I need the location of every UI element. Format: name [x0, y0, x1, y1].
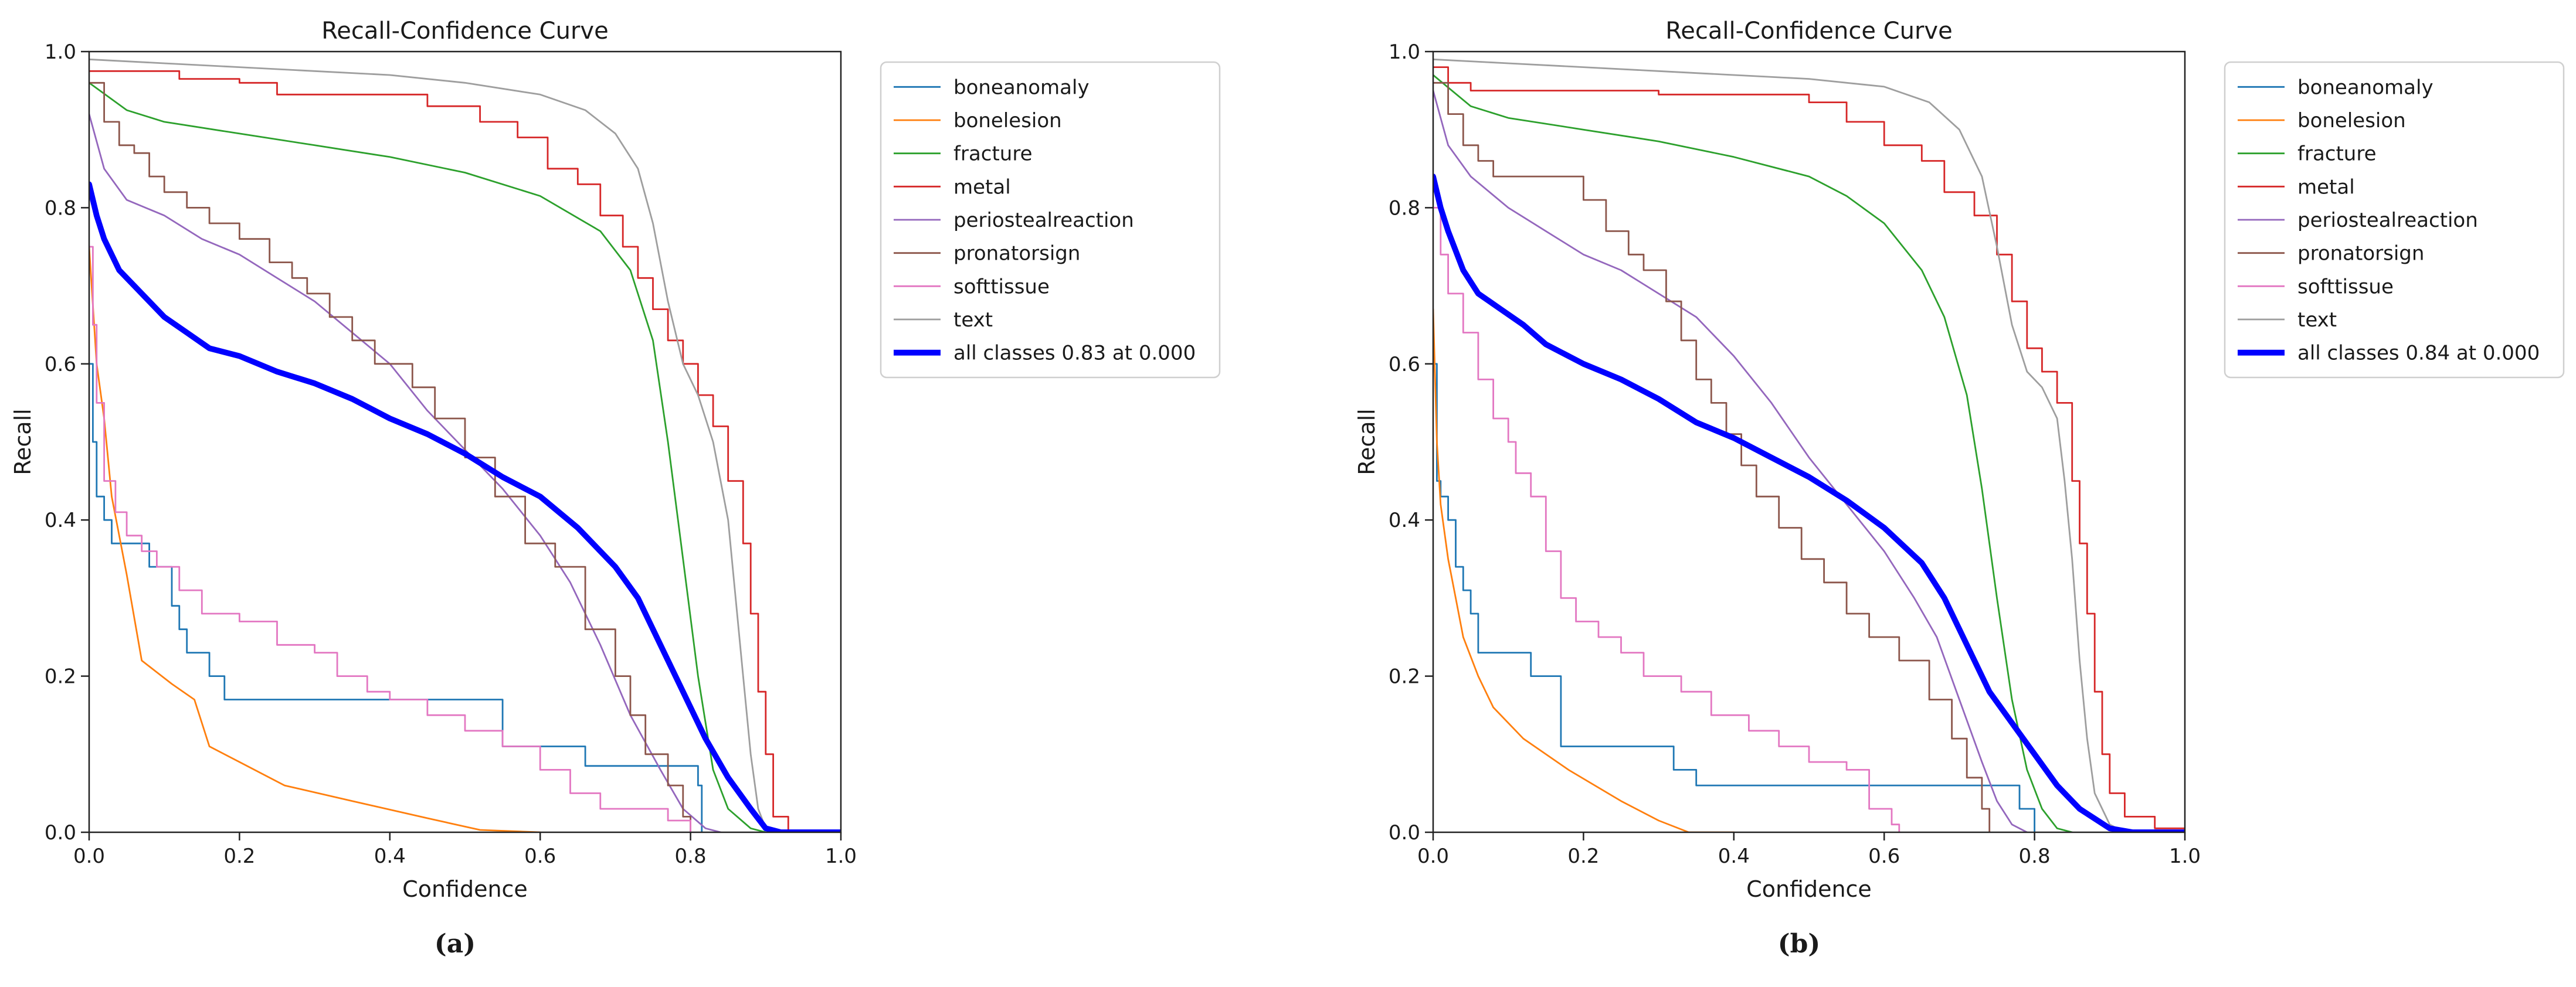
- y-tick-label: 0.2: [1389, 665, 1420, 689]
- series-group: [1433, 58, 2185, 832]
- series-line-pronatorsign: [1433, 81, 1991, 832]
- legend-entry: metal: [953, 175, 1011, 199]
- series-line-all-classes-0-83-at-0-000: [89, 181, 841, 832]
- series-group: [89, 58, 841, 832]
- chart-title: Recall-Confidence Curve: [1665, 18, 1952, 45]
- legend-entry: bonelesion: [953, 109, 1062, 132]
- legend-box: [2224, 61, 2565, 379]
- y-tick-label: 0.4: [45, 509, 76, 532]
- x-tick-label: 0.4: [374, 845, 406, 868]
- legend-entry: text: [953, 308, 993, 332]
- series-line-periostealreaction: [89, 113, 722, 832]
- legend-entry: softtissue: [2297, 275, 2394, 298]
- plot-frame: [88, 50, 842, 833]
- panel-b: Recall-Confidence Curve 0.0 0.2 0.4 0.6 0.8 1.…: [1354, 18, 2565, 959]
- y-tick-label: 0.6: [45, 353, 76, 376]
- legend-entry: text: [2297, 308, 2337, 332]
- legend-entry: all classes 0.84 at 0.000: [2297, 342, 2540, 365]
- x-tick-label: 0.4: [1718, 845, 1750, 868]
- panel-label: (a): [435, 929, 476, 959]
- series-line-periostealreaction: [1433, 90, 2028, 832]
- series-line-pronatorsign: [89, 81, 691, 832]
- legend-entry: softtissue: [953, 275, 1050, 298]
- series-line-boneanomaly: [89, 363, 703, 832]
- legend: boneanomaly bonelesion fracture metal perios…: [2224, 61, 2565, 379]
- x-tick-label: 0.6: [1868, 845, 1900, 868]
- x-tick-label: 1.0: [825, 845, 857, 868]
- y-tick-label: 0.8: [1389, 196, 1420, 220]
- panel-label: (b): [1778, 929, 1820, 959]
- legend-entry: boneanomaly: [953, 76, 1090, 99]
- x-axis-label: Confidence: [402, 876, 528, 902]
- plot-frame: [1432, 50, 2186, 833]
- legend-entry: fracture: [2297, 142, 2377, 166]
- legend-box: [880, 61, 1221, 379]
- series-line-text: [1433, 58, 2126, 832]
- series-line-softtissue: [89, 246, 691, 832]
- x-tick-label: 0.0: [1417, 845, 1449, 868]
- x-tick-label: 0.2: [1567, 845, 1599, 868]
- y-axis-label: Recall: [1354, 409, 1380, 475]
- series-line-fracture: [1433, 74, 2073, 832]
- y-axis-label: Recall: [10, 409, 36, 475]
- x-tick-label: 0.0: [73, 845, 105, 868]
- legend-entry: boneanomaly: [2297, 76, 2434, 99]
- y-tick-label: 0.6: [1389, 353, 1420, 376]
- x-tick-label: 0.2: [223, 845, 255, 868]
- x-tick-label: 1.0: [2169, 845, 2201, 868]
- chart-title: Recall-Confidence Curve: [321, 18, 608, 45]
- series-line-softtissue: [1433, 207, 1900, 832]
- series-line-boneanomaly: [1433, 363, 2035, 832]
- y-tick-label: 1.0: [1389, 40, 1420, 64]
- x-axis-label: Confidence: [1746, 876, 1872, 902]
- x-tick-label: 0.8: [2019, 845, 2051, 868]
- y-tick-label: 0.4: [1389, 509, 1420, 532]
- legend: boneanomaly bonelesion fracture metal perios…: [880, 61, 1221, 379]
- series-line-bonelesion: [89, 246, 541, 832]
- series-line-metal: [89, 70, 789, 832]
- legend-entry: bonelesion: [2297, 109, 2406, 132]
- y-tick-label: 0.8: [45, 196, 76, 220]
- legend-entry: pronatorsign: [2297, 242, 2424, 266]
- series-line-text: [89, 58, 782, 832]
- legend-entry: metal: [2297, 175, 2355, 199]
- legend-entry: pronatorsign: [953, 242, 1080, 266]
- series-line-metal: [1433, 66, 2185, 832]
- legend-entry: periostealreaction: [2297, 209, 2478, 232]
- x-tick-label: 0.6: [524, 845, 556, 868]
- y-tick-label: 0.0: [1389, 821, 1420, 845]
- legend-entry: periostealreaction: [953, 209, 1134, 232]
- y-tick-label: 0.2: [45, 665, 76, 689]
- series-line-fracture: [89, 81, 767, 832]
- series-line-bonelesion: [1433, 308, 1735, 832]
- y-tick-label: 0.0: [45, 821, 76, 845]
- y-tick-label: 1.0: [45, 40, 76, 64]
- panel-a: Recall-Confidence Curve 0.0 0.2 0.4 0.6 0.8 1.…: [10, 18, 1221, 959]
- legend-entry: fracture: [953, 142, 1033, 166]
- x-tick-label: 0.8: [675, 845, 707, 868]
- legend-entry: all classes 0.83 at 0.000: [953, 342, 1196, 365]
- series-line-all-classes-0-84-at-0-000: [1433, 173, 2185, 832]
